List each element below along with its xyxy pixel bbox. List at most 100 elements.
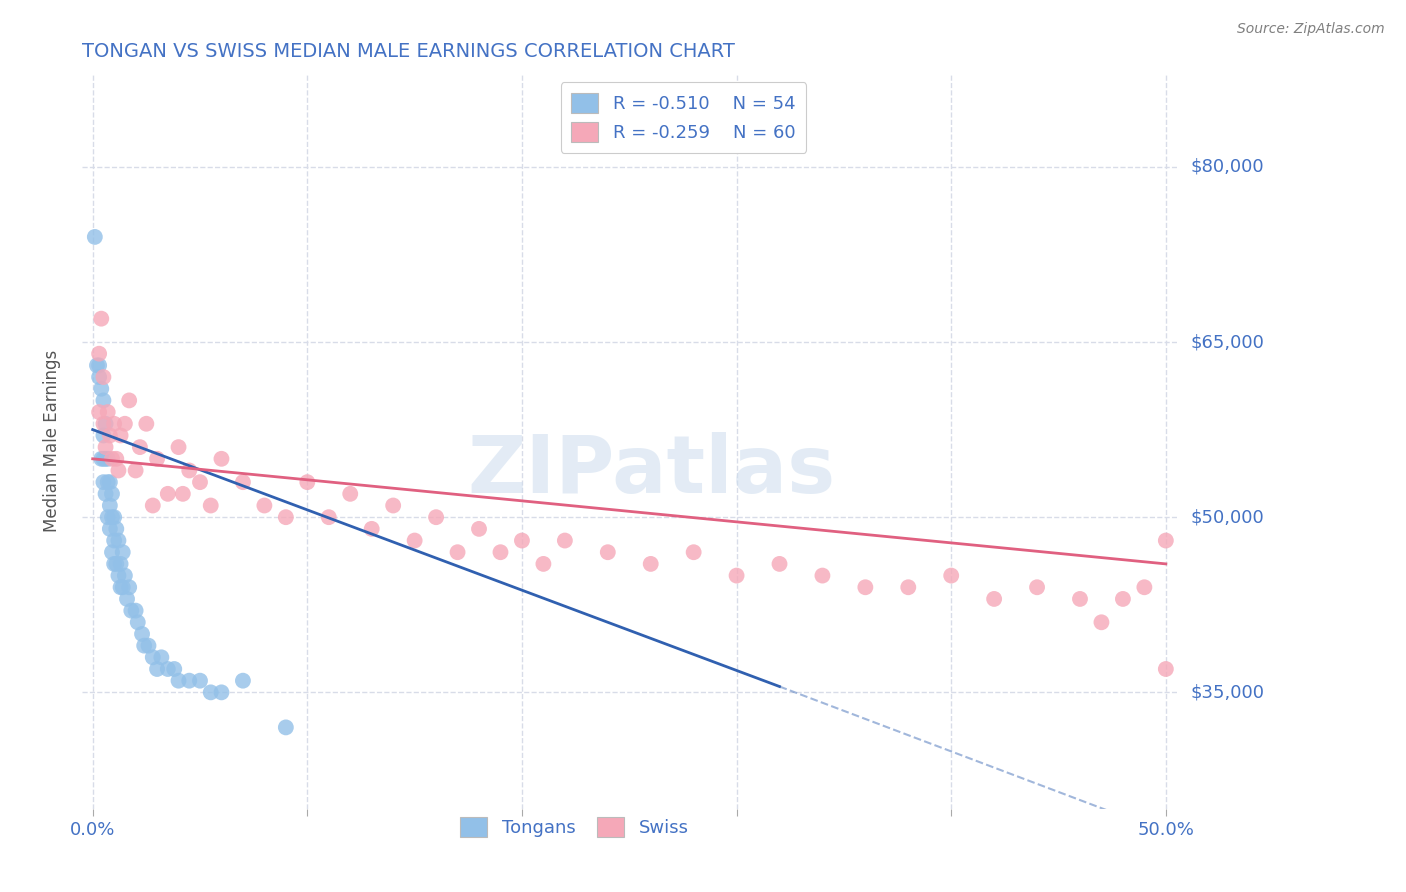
Point (853, 580, 876, 594)
Point (97, 475, 120, 490)
Point (93, 451, 115, 466)
Point (360, 522, 382, 536)
Point (142, 499, 165, 513)
Point (93, 417, 115, 431)
Point (129, 440, 152, 454)
Point (179, 463, 201, 477)
Point (200, 685, 222, 699)
Point (510, 533, 533, 548)
Point (107, 463, 129, 477)
Point (274, 720, 297, 734)
Point (103, 557, 125, 571)
Point (89, 359, 111, 373)
Text: ZIPatlas: ZIPatlas (467, 432, 835, 509)
Point (941, 568, 963, 582)
Point (163, 662, 186, 676)
Point (404, 533, 426, 548)
Point (211, 451, 233, 466)
Point (150, 650, 173, 665)
Point (101, 510, 124, 524)
Point (1069, 591, 1091, 606)
Point (172, 487, 194, 501)
Point (105, 522, 128, 536)
Point (146, 662, 169, 676)
Point (531, 557, 554, 571)
Point (94, 451, 117, 466)
Point (156, 662, 179, 676)
Point (115, 591, 138, 606)
Point (188, 475, 211, 490)
Point (93, 428, 115, 442)
Text: $65,000: $65,000 (1191, 333, 1264, 351)
Point (94, 440, 117, 454)
Point (101, 487, 124, 501)
Point (1154, 662, 1177, 676)
Point (98, 499, 121, 513)
Point (98, 428, 121, 442)
Point (339, 487, 361, 501)
Point (188, 673, 211, 688)
Point (142, 650, 165, 665)
Text: TONGAN VS SWISS MEDIAN MALE EARNINGS CORRELATION CHART: TONGAN VS SWISS MEDIAN MALE EARNINGS COR… (82, 42, 735, 61)
Point (114, 568, 136, 582)
Point (554, 533, 576, 548)
Point (111, 580, 134, 594)
Point (274, 510, 297, 524)
Point (124, 604, 146, 618)
Point (97, 405, 120, 419)
Text: Source: ZipAtlas.com: Source: ZipAtlas.com (1237, 22, 1385, 37)
Point (86, 359, 108, 373)
Point (97, 451, 120, 466)
Point (811, 568, 834, 582)
Point (167, 673, 190, 688)
Point (232, 673, 254, 688)
Point (94, 417, 117, 431)
Point (131, 627, 153, 641)
Point (156, 487, 179, 501)
Point (725, 568, 748, 582)
Point (90, 382, 112, 396)
Point (167, 440, 190, 454)
Point (83, 230, 105, 244)
Point (101, 545, 124, 559)
Point (297, 475, 319, 490)
Point (118, 580, 141, 594)
Point (98, 475, 121, 490)
Text: $80,000: $80,000 (1191, 158, 1264, 176)
Point (97, 510, 120, 524)
Point (105, 451, 128, 466)
Point (318, 510, 340, 524)
Point (118, 393, 141, 408)
Point (897, 580, 920, 594)
Point (446, 545, 468, 559)
Point (1090, 615, 1112, 630)
Point (89, 405, 111, 419)
Point (103, 533, 125, 548)
Point (89, 347, 111, 361)
Y-axis label: Median Male Earnings: Median Male Earnings (44, 351, 60, 533)
Point (110, 557, 132, 571)
Point (107, 568, 129, 582)
Point (110, 580, 132, 594)
Point (101, 451, 124, 466)
Point (211, 685, 233, 699)
Point (93, 475, 115, 490)
Point (134, 639, 156, 653)
Point (105, 557, 128, 571)
Point (103, 417, 125, 431)
Point (90, 311, 112, 326)
Point (640, 557, 662, 571)
Point (382, 499, 405, 513)
Point (682, 545, 704, 559)
Point (489, 545, 512, 559)
Point (124, 463, 146, 477)
Legend: Tongans, Swiss: Tongans, Swiss (453, 810, 696, 844)
Point (107, 533, 129, 548)
Point (138, 639, 160, 653)
Point (146, 451, 169, 466)
Point (232, 475, 254, 490)
Point (94, 487, 117, 501)
Point (1112, 591, 1135, 606)
Point (110, 428, 132, 442)
Text: $35,000: $35,000 (1191, 683, 1264, 701)
